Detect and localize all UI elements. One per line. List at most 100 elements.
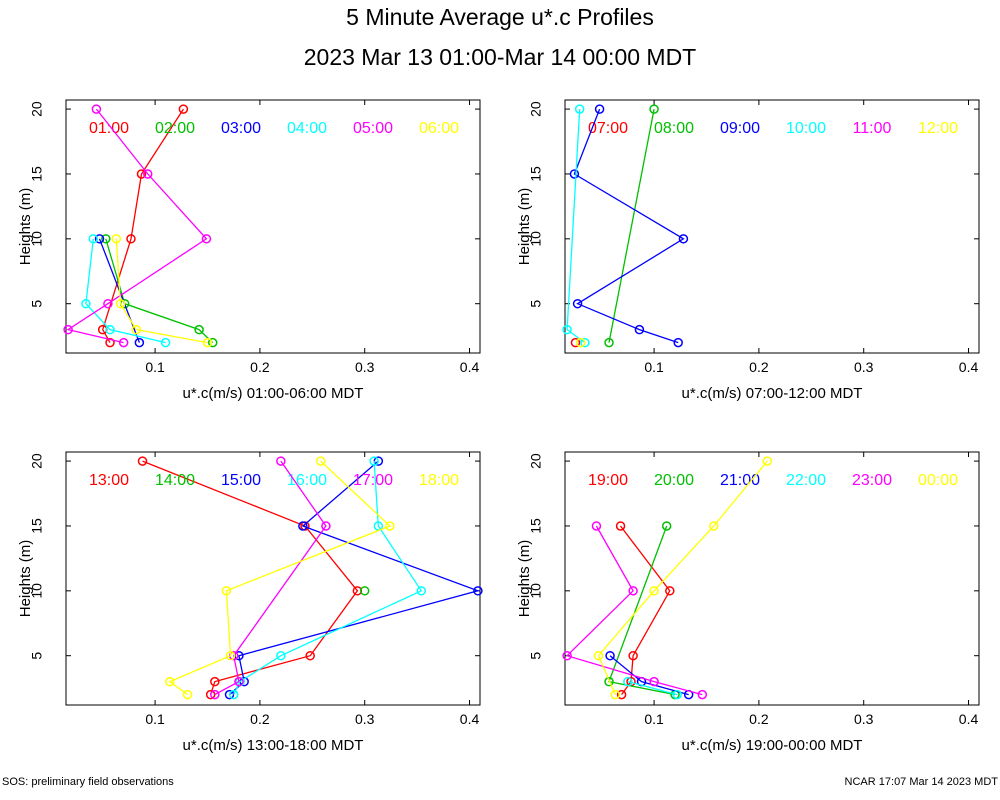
- legend-entry: 11:00: [853, 120, 892, 137]
- series-line: [608, 525, 676, 696]
- data-point: [569, 169, 580, 179]
- series-line: [115, 238, 208, 344]
- y-tick-label: 20: [528, 101, 544, 117]
- series-line: [627, 680, 678, 696]
- series-line: [85, 238, 166, 344]
- y-tick-label: 5: [29, 300, 45, 308]
- x-axis-label: u*.c(m/s) 19:00-00:00 MDT: [682, 737, 863, 754]
- x-tick-label: 0.1: [145, 711, 165, 727]
- data-point: [594, 104, 605, 114]
- data-point: [610, 689, 621, 700]
- panel-1: 0.1 0.2 0.3 0.4 5 10 15 20 u*.c(m/s) 01:00-06:00…: [17, 99, 481, 402]
- data-point: [221, 586, 232, 596]
- y-tick-label: 15: [29, 166, 45, 182]
- legend-entry: 22:00: [786, 472, 826, 489]
- data-point: [628, 650, 638, 661]
- series-line: [608, 108, 655, 343]
- data-point: [604, 676, 614, 687]
- legend-entry: 05:00: [353, 120, 393, 137]
- y-tick-label: 10: [29, 583, 45, 599]
- data-point: [649, 104, 659, 114]
- data-point: [562, 650, 572, 661]
- series-line: [609, 655, 689, 696]
- data-point: [207, 337, 218, 348]
- data-point: [416, 586, 427, 596]
- data-point: [575, 337, 586, 348]
- x-tick-label: 0.2: [749, 359, 769, 375]
- x-axis-label: u*.c(m/s) 01:00-06:00 MDT: [183, 385, 364, 402]
- legend-entry: 04:00: [287, 120, 327, 137]
- data-point: [634, 324, 645, 335]
- data-point: [604, 337, 614, 348]
- legend-entry: 18:00: [419, 472, 459, 489]
- data-point: [697, 689, 708, 700]
- series-line: [573, 108, 685, 344]
- x-tick-label: 0.4: [460, 359, 480, 375]
- data-point: [225, 650, 236, 661]
- y-tick-label: 5: [528, 300, 544, 308]
- data-point: [103, 298, 113, 309]
- data-point: [616, 689, 627, 700]
- y-tick-label: 5: [528, 652, 544, 660]
- legend-entry: 17:00: [353, 472, 393, 489]
- data-point: [202, 337, 213, 348]
- data-point: [591, 521, 602, 531]
- data-point: [593, 650, 604, 661]
- data-point: [105, 324, 115, 335]
- data-point: [194, 324, 204, 335]
- legend-entry: 23:00: [852, 472, 892, 489]
- data-point: [562, 324, 572, 335]
- data-point: [359, 586, 370, 596]
- series-line: [565, 525, 703, 696]
- chart-subtitle: 2023 Mar 13 01:00-Mar 14 00:00 MDT: [303, 44, 697, 70]
- chart-title: 5 Minute Average u*.c Profiles: [346, 4, 654, 30]
- x-axis-label: u*.c(m/s) 07:00-12:00 MDT: [682, 385, 863, 402]
- legend-entry: 12:00: [918, 120, 958, 137]
- y-axis-label: Heights (m): [17, 540, 34, 618]
- data-point: [234, 676, 244, 687]
- data-point: [673, 337, 683, 348]
- panel-3: 0.1 0.2 0.3 0.4 5 10 15 20 u*.c(m/s) 13:00-18:00…: [17, 451, 483, 754]
- data-point: [101, 234, 111, 244]
- data-point: [276, 650, 286, 661]
- plot-frame: [564, 99, 980, 354]
- legend-entry: 02:00: [155, 120, 195, 137]
- y-tick-label: 10: [528, 231, 544, 247]
- legend-entry: 20:00: [654, 472, 694, 489]
- legend-entry: 00:00: [918, 472, 958, 489]
- y-tick-label: 10: [29, 231, 45, 247]
- data-point: [165, 676, 175, 687]
- data-point: [210, 676, 220, 687]
- legend-entry: 16:00: [287, 472, 327, 489]
- series-line: [229, 460, 481, 696]
- y-axis-label: Heights (m): [516, 540, 533, 618]
- plot-frame: [65, 99, 481, 354]
- series-line: [233, 461, 423, 695]
- plot-frame: [65, 451, 481, 706]
- data-point: [615, 521, 626, 531]
- series-line: [619, 525, 671, 695]
- data-point: [672, 689, 682, 700]
- data-point: [131, 324, 141, 335]
- data-point: [305, 650, 315, 661]
- y-axis-label: Heights (m): [17, 188, 34, 266]
- y-tick-label: 20: [528, 453, 544, 469]
- data-point: [315, 456, 326, 466]
- data-point: [115, 298, 126, 309]
- y-tick-label: 5: [29, 652, 45, 660]
- x-tick-label: 0.3: [854, 359, 874, 375]
- x-tick-label: 0.4: [959, 359, 979, 375]
- data-point: [665, 586, 675, 596]
- y-tick-label: 20: [29, 453, 45, 469]
- legend-entry: 06:00: [419, 120, 459, 137]
- x-tick-label: 0.3: [355, 711, 375, 727]
- x-tick-label: 0.3: [854, 711, 874, 727]
- series-line: [214, 460, 327, 696]
- legend-entry: 01:00: [89, 120, 129, 137]
- x-tick-label: 0.1: [644, 711, 664, 727]
- x-tick-label: 0.2: [749, 711, 769, 727]
- data-point: [178, 104, 189, 114]
- data-point: [709, 521, 719, 531]
- series-line: [597, 460, 768, 695]
- legend-entry: 10:00: [786, 120, 826, 137]
